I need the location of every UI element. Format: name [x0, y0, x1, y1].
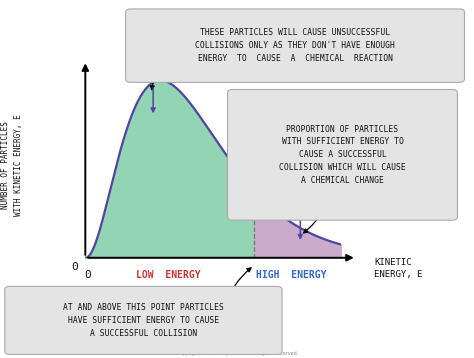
Text: 0: 0	[84, 270, 91, 280]
Text: Copyright © Save My Exams. All Rights Reserved.: Copyright © Save My Exams. All Rights Re…	[176, 350, 298, 356]
Text: AT AND ABOVE THIS POINT PARTICLES
HAVE SUFFICIENT ENERGY TO CAUSE
A SUCCESSFUL C: AT AND ABOVE THIS POINT PARTICLES HAVE S…	[63, 303, 224, 338]
Text: THESE PARTICLES WILL CAUSE UNSUCCESSFUL
COLLISIONS ONLY AS THEY DON'T HAVE ENOUG: THESE PARTICLES WILL CAUSE UNSUCCESSFUL …	[195, 28, 395, 63]
Text: HIGH  ENERGY: HIGH ENERGY	[256, 270, 327, 280]
Text: KINETIC
ENERGY, E: KINETIC ENERGY, E	[374, 258, 423, 279]
Text: Eₐ: Eₐ	[258, 179, 271, 189]
Text: 0: 0	[71, 262, 78, 272]
Text: NUMBER OF PARTICLES
WITH KINETIC ENERGY, E: NUMBER OF PARTICLES WITH KINETIC ENERGY,…	[1, 114, 23, 216]
Text: PROPORTION OF PARTICLES
WITH SUFFICIENT ENERGY TO
CAUSE A SUCCESSFUL
COLLISION W: PROPORTION OF PARTICLES WITH SUFFICIENT …	[279, 125, 406, 185]
Text: LOW  ENERGY: LOW ENERGY	[136, 270, 201, 280]
